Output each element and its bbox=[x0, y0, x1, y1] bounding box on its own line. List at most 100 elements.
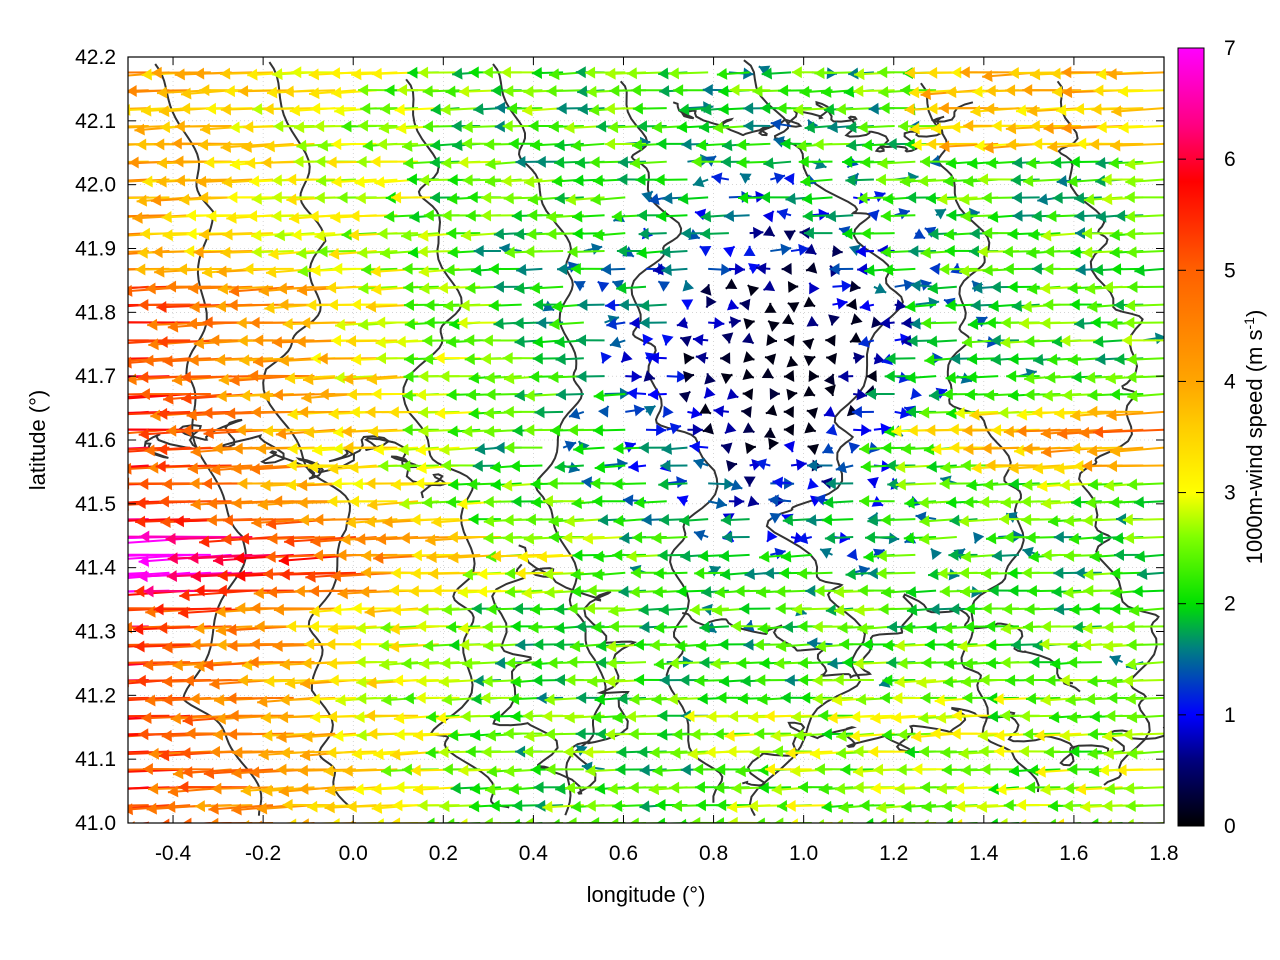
wind-vector-head bbox=[941, 800, 952, 813]
wind-vector-head bbox=[721, 332, 734, 344]
wind-vector-head bbox=[827, 711, 838, 724]
wind-vector-head bbox=[1054, 462, 1065, 475]
wind-vector-head bbox=[730, 620, 741, 633]
wind-vector-head bbox=[513, 818, 521, 823]
wind-vector-head bbox=[98, 213, 108, 225]
wind-vector-head bbox=[139, 530, 150, 543]
wind-vector-head bbox=[798, 243, 809, 256]
wind-vector-head bbox=[870, 712, 881, 725]
wind-vector-head bbox=[37, 585, 47, 597]
wind-vector-head bbox=[798, 155, 809, 168]
wind-vector-head bbox=[630, 566, 641, 579]
wind-vector-head bbox=[669, 781, 680, 794]
wind-vector-head bbox=[720, 263, 732, 276]
wind-vector-head bbox=[32, 517, 42, 529]
colorbar-tick-label: 3 bbox=[1224, 482, 1236, 505]
wind-vector-head bbox=[987, 210, 999, 223]
wind-vector-head bbox=[752, 226, 764, 239]
wind-vector-head bbox=[43, 319, 53, 331]
wind-vector-head bbox=[855, 245, 866, 258]
wind-vector-head bbox=[880, 586, 892, 599]
wind-vector-head bbox=[906, 191, 917, 204]
wind-vector-head bbox=[1074, 103, 1085, 116]
wind-vector-head bbox=[441, 603, 453, 616]
wind-vector-head bbox=[483, 407, 495, 420]
wind-vector-head bbox=[403, 281, 414, 294]
wind-vector-head bbox=[787, 302, 800, 313]
wind-vector-head bbox=[511, 209, 522, 222]
wind-vector-head bbox=[766, 334, 777, 347]
wind-vector-head bbox=[769, 512, 782, 524]
wind-vector-head bbox=[1093, 426, 1104, 439]
wind-vector-head bbox=[616, 746, 627, 759]
wind-vector-head bbox=[616, 458, 628, 471]
wind-vector-head bbox=[1074, 317, 1085, 330]
wind-vector-head bbox=[968, 245, 980, 258]
wind-vector-head bbox=[768, 494, 779, 507]
wind-vector-head bbox=[698, 549, 709, 562]
wind-vector-head bbox=[294, 585, 305, 598]
wind-vector-head bbox=[825, 603, 837, 616]
wind-vector-head bbox=[901, 800, 912, 813]
wind-vector-head bbox=[128, 675, 129, 688]
wind-vector bbox=[128, 715, 129, 717]
wind-vector-head bbox=[394, 781, 405, 794]
wind-vector-head bbox=[736, 156, 747, 169]
wind-vector-head bbox=[929, 263, 940, 276]
wind-vector-head bbox=[1023, 728, 1034, 741]
wind-vector-head bbox=[63, 141, 73, 153]
wind-vector-head bbox=[806, 514, 817, 527]
wind-vector-head bbox=[1109, 228, 1121, 241]
wind-vector-head bbox=[639, 316, 650, 329]
wind-vector-head bbox=[128, 498, 129, 511]
wind-vector-head bbox=[135, 263, 146, 276]
wind-vector-head bbox=[441, 156, 452, 169]
wind-vector-head bbox=[985, 459, 996, 472]
wind-vector-head bbox=[596, 639, 607, 652]
wind-vector-head bbox=[501, 479, 513, 492]
wind-vector-head bbox=[138, 371, 149, 384]
wind-vector-head bbox=[668, 657, 679, 670]
wind-vector-head bbox=[752, 85, 763, 98]
wind-vector-head bbox=[286, 193, 297, 206]
wind-vector-head bbox=[594, 461, 606, 474]
wind-vector-head bbox=[633, 638, 645, 651]
wind-vector-head bbox=[673, 84, 684, 97]
wind-vector-head bbox=[367, 498, 378, 511]
wind-vector-head bbox=[907, 424, 918, 437]
wind-vector-head bbox=[1113, 298, 1124, 311]
wind-vector-head bbox=[654, 621, 665, 634]
wind-vector-head bbox=[251, 229, 262, 242]
wind-vector-head bbox=[576, 334, 587, 347]
wind-vector-head bbox=[430, 103, 442, 116]
terrain-contour-line bbox=[672, 100, 974, 153]
wind-vector-head bbox=[977, 173, 989, 186]
wind-vector-head bbox=[128, 640, 129, 651]
wind-vector-head bbox=[1126, 638, 1137, 651]
wind-vector-head bbox=[217, 282, 229, 295]
wind-vector-head bbox=[937, 567, 948, 580]
wind-vector-head bbox=[590, 193, 601, 206]
wind-vector-head bbox=[780, 137, 791, 150]
wind-vector-head bbox=[897, 728, 908, 741]
wind-vector-head bbox=[613, 442, 624, 455]
wind-vector-head bbox=[530, 496, 542, 509]
wind-vector-head bbox=[851, 406, 862, 419]
wind-vector-head bbox=[166, 424, 177, 437]
wind-vector-head bbox=[555, 782, 566, 795]
wind-vector-head bbox=[465, 745, 476, 758]
wind-vector-head bbox=[859, 299, 871, 312]
wind-vector-head bbox=[575, 66, 586, 79]
wind-vector-head bbox=[364, 515, 376, 528]
wind-vector-head bbox=[402, 389, 414, 402]
wind-vector-head bbox=[867, 567, 878, 580]
wind-vector-head bbox=[1043, 746, 1055, 759]
wind-vector-head bbox=[632, 531, 643, 544]
wind-vector-head bbox=[920, 691, 931, 704]
wind-vector-head bbox=[583, 746, 594, 759]
wind-vector-head bbox=[77, 800, 87, 812]
wind-vector-head bbox=[304, 638, 315, 651]
wind-vector-head bbox=[780, 243, 792, 256]
wind-vector bbox=[128, 787, 129, 789]
wind-vector-head bbox=[548, 531, 559, 544]
